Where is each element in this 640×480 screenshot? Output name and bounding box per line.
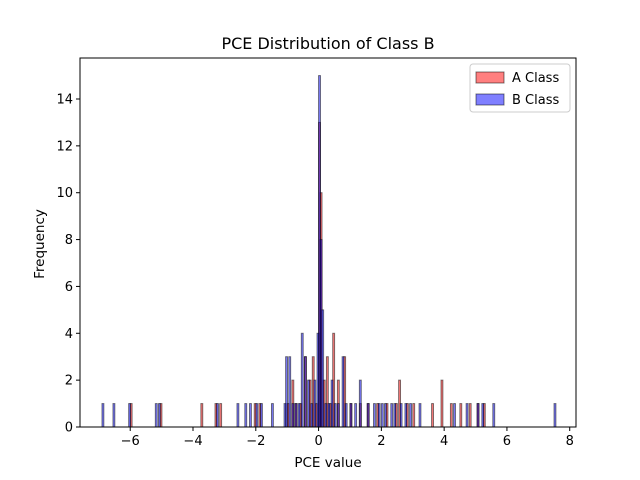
histogram-bar [307,379,310,428]
x-tick-label: −2 [246,434,265,449]
histogram-bar [468,403,472,428]
histogram-bar [330,379,334,428]
histogram-bar [553,403,557,428]
legend: A Class B Class [469,63,571,113]
y-tick-label: 14 [56,93,73,108]
y-tick-label: 6 [65,280,73,295]
histogram-bar [492,403,496,428]
histogram-bar [303,356,307,428]
histogram-bar [409,403,412,428]
histogram-bar [418,403,422,428]
histogram-bar [341,356,345,428]
y-tick-label: 0 [65,421,73,436]
histogram-bar [453,403,456,428]
histogram-bar [358,379,362,428]
histogram-bar [465,403,469,428]
y-axis-label: Frequency [32,209,48,279]
legend-swatch [475,93,505,106]
x-tick-label: 2 [377,434,385,449]
histogram-bar [404,403,408,428]
plot-frame [79,57,577,428]
histogram-bar [354,403,358,428]
histogram-bar [377,403,381,428]
histogram-bar [310,403,314,428]
histogram-bar [481,403,485,428]
histogram-bar [390,403,394,428]
histogram-bar [270,403,274,428]
histogram-bar [324,403,328,428]
histogram-bar [344,403,348,428]
histogram-bar [366,403,370,428]
x-tick-label: −6 [121,434,140,449]
histogram-bar [244,403,248,428]
histogram-bar [288,356,292,428]
histogram-bar [412,403,416,428]
x-tick-label: −4 [183,434,202,449]
histogram-bar [297,403,301,428]
histogram-bar [285,356,288,428]
x-axis-label: PCE value [294,455,361,471]
y-tick-label: 10 [56,186,73,201]
histogram-bar [154,403,158,428]
legend-label: B Class [512,93,559,108]
legend-label: A Class [512,71,559,86]
histogram-bar [300,332,304,428]
histogram-bar [399,403,403,428]
histogram-bar [236,403,240,428]
histogram-bar [313,379,317,428]
x-tick-label: 6 [503,434,511,449]
histogram-bar [440,379,444,428]
histogram-bar [476,403,480,428]
histogram-bar [255,403,259,428]
histogram-bar [459,403,463,428]
histogram-bar [101,403,105,428]
histogram-bar [260,403,263,428]
histogram-bar [327,403,331,428]
x-tick-label: 8 [566,434,574,449]
histogram-bar [336,403,340,428]
histogram-bar [219,403,223,428]
histogram-bar [449,403,453,428]
legend-swatch [475,71,505,84]
histogram-bar [112,403,116,428]
histogram-bar [333,403,337,428]
chart-title: PCE Distribution of Class B [221,34,434,53]
histogram-bar [216,403,219,428]
histogram-bar [291,403,295,428]
histogram-bar [200,403,204,428]
histogram-bar [321,309,325,428]
histogram-bar [157,403,161,428]
x-tick-label: 0 [314,434,322,449]
histogram-bar [380,403,384,428]
histogram-bar [128,403,132,428]
x-tick-label: 4 [440,434,448,449]
y-tick-label: 12 [56,139,73,154]
histogram-bar [373,403,376,428]
histogram-bar [349,403,353,428]
histogram-bar [384,403,387,428]
histogram-bar [249,403,252,428]
y-tick-label: 8 [65,233,73,248]
histogram-bar [393,403,397,428]
histogram-bar [294,403,298,428]
y-tick-label: 2 [65,374,73,389]
axes-layer: −6 −4 −2 0 2 4 6 8 0 2 4 6 8 10 12 14 [56,57,577,449]
histogram-bar [431,403,434,428]
y-tick-label: 4 [65,327,73,342]
